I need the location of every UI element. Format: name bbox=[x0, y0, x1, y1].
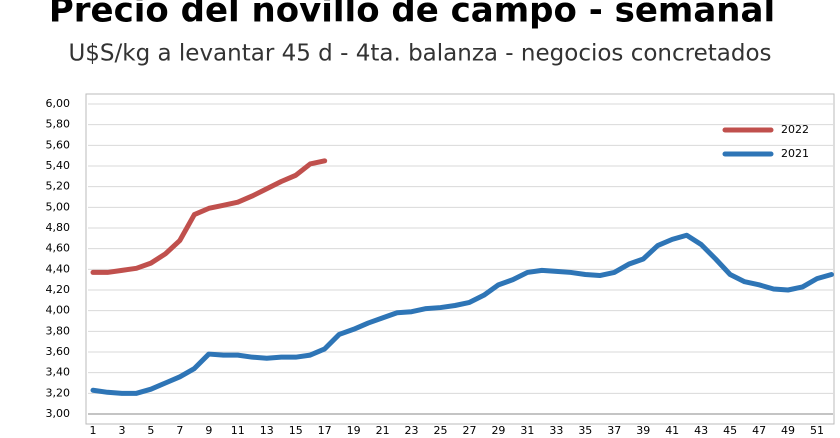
legend-label: 2021 bbox=[781, 147, 809, 160]
x-tick-label: 7 bbox=[176, 424, 183, 437]
legend-label: 2022 bbox=[781, 123, 809, 136]
y-tick-label: 5,60 bbox=[46, 138, 71, 151]
x-tick-label: 51 bbox=[810, 424, 824, 437]
chart-subtitle: U$S/kg a levantar 45 d - 4ta. balanza - … bbox=[68, 41, 771, 67]
x-tick-label: 49 bbox=[781, 424, 795, 437]
x-tick-label: 45 bbox=[723, 424, 737, 437]
y-tick-label: 3,20 bbox=[46, 386, 71, 399]
x-tick-label: 33 bbox=[549, 424, 563, 437]
y-tick-label: 4,60 bbox=[46, 242, 71, 255]
y-tick-label: 3,80 bbox=[46, 324, 71, 337]
y-tick-label: 4,40 bbox=[46, 262, 71, 275]
x-tick-label: 37 bbox=[607, 424, 621, 437]
y-tick-label: 5,40 bbox=[46, 159, 71, 172]
y-tick-label: 6,00 bbox=[46, 97, 71, 110]
x-tick-label: 39 bbox=[636, 424, 650, 437]
x-tick-label: 21 bbox=[376, 424, 390, 437]
plot-frame bbox=[85, 93, 835, 425]
x-tick-label: 43 bbox=[694, 424, 708, 437]
x-tick-label: 19 bbox=[347, 424, 361, 437]
chart-title: Precio del novillo de campo - semanal bbox=[49, 0, 775, 31]
x-tick-label: 35 bbox=[578, 424, 592, 437]
series-line bbox=[90, 158, 328, 275]
y-tick-label: 5,80 bbox=[46, 118, 71, 131]
y-tick-label: 5,00 bbox=[46, 200, 71, 213]
x-tick-label: 47 bbox=[752, 424, 766, 437]
series-line bbox=[90, 232, 834, 396]
x-tick-label: 29 bbox=[491, 424, 505, 437]
x-tick-label: 31 bbox=[520, 424, 534, 437]
x-tick-label: 15 bbox=[289, 424, 303, 437]
x-tick-label: 23 bbox=[405, 424, 419, 437]
x-tick-label: 27 bbox=[462, 424, 476, 437]
x-tick-label: 41 bbox=[665, 424, 679, 437]
y-tick-label: 3,60 bbox=[46, 345, 71, 358]
y-tick-label: 4,00 bbox=[46, 304, 71, 317]
y-tick-label: 3,00 bbox=[46, 407, 71, 420]
x-tick-label: 9 bbox=[205, 424, 212, 437]
x-tick-label: 1 bbox=[90, 424, 97, 437]
y-tick-label: 3,40 bbox=[46, 366, 71, 379]
x-tick-label: 17 bbox=[318, 424, 332, 437]
y-tick-label: 5,20 bbox=[46, 180, 71, 193]
x-tick-label: 5 bbox=[147, 424, 154, 437]
x-tick-label: 11 bbox=[231, 424, 245, 437]
x-tick-label: 13 bbox=[260, 424, 274, 437]
y-tick-label: 4,20 bbox=[46, 283, 71, 296]
x-tick-label: 3 bbox=[118, 424, 125, 437]
y-tick-label: 4,80 bbox=[46, 221, 71, 234]
x-tick-label: 25 bbox=[434, 424, 448, 437]
